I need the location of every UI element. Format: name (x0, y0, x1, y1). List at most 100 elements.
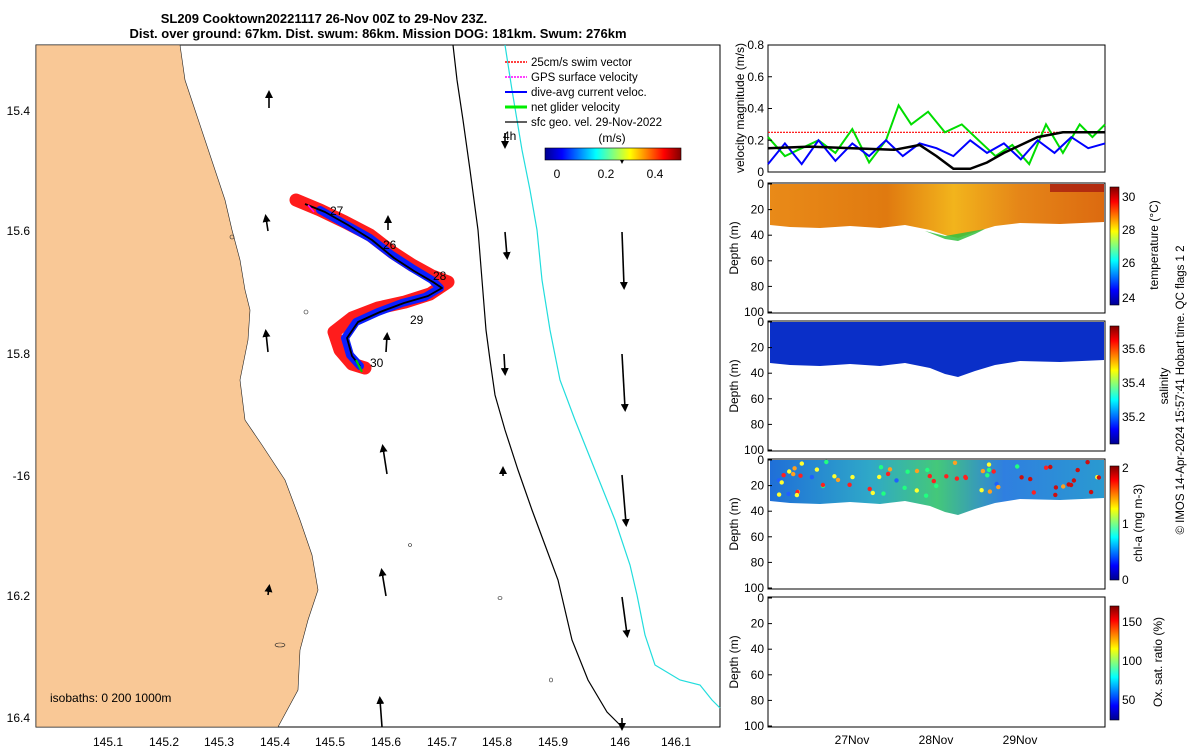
chla-sample (1031, 490, 1037, 495)
lon-tick-labels: 145.1 145.2 145.3 145.4 145.5 145.6 145.… (93, 735, 691, 749)
chla-sample (985, 473, 990, 478)
salinity-colorbar (1109, 325, 1120, 445)
legend-label: net glider velocity (531, 102, 620, 114)
depth-tick-label: 20 (751, 617, 765, 631)
temperature-panel: 30 28 26 24 temperature (°C) Depth (m) 0… (727, 177, 1161, 319)
lat-tick: 15.8 (7, 347, 31, 361)
cbar-tick: 28 (1122, 223, 1136, 237)
oxygen-colorbar (1109, 605, 1120, 721)
chla-sample (1075, 467, 1080, 473)
chla-sample (934, 483, 939, 489)
depth-tick-label: 40 (751, 366, 765, 380)
lon-tick: 145.1 (93, 735, 123, 749)
net-velocity-vector (355, 359, 363, 373)
day-label: 28 (433, 269, 447, 283)
time-label: 4h (503, 129, 516, 143)
geo-vector (620, 353, 629, 412)
coastline-land (35, 44, 319, 728)
cbar-tick: 50 (1122, 693, 1136, 707)
y-tick-label: 0.4 (747, 102, 764, 116)
lon-tick: 145.5 (315, 735, 345, 749)
isobath-200m (452, 44, 623, 728)
side-note: © IMOS 14-Apr-2024 15:57:41 Hobart time.… (1175, 245, 1187, 534)
chla-sample (786, 491, 791, 497)
depth-ylabel: Depth (m) (727, 497, 741, 550)
lon-tick: 145.3 (204, 735, 234, 749)
chla-sample (894, 478, 899, 483)
chla-sample (779, 480, 784, 485)
depth-tick-label: 60 (751, 668, 765, 682)
geo-vector (379, 444, 388, 475)
depth-tick-label: 100 (744, 719, 764, 733)
legend-item-net: net glider velocity (505, 102, 620, 114)
depth-tick-label: 0 (757, 453, 764, 467)
oxygen-panel: 150 100 50 Ox. sat. ratio (%) Depth (m) … (727, 591, 1165, 747)
chla-sample (1043, 465, 1049, 470)
depth-ylabel: Depth (m) (727, 635, 741, 688)
geo-vector (621, 474, 630, 527)
depth-tick-label: 20 (751, 341, 765, 355)
geo-vector (502, 231, 511, 260)
gps-velocity-vector (307, 204, 315, 213)
chla-sample (923, 493, 929, 498)
isobaths-label: isobaths: 0 200 1000m (50, 691, 171, 705)
velocity-series-group (767, 103, 1106, 171)
legend-label: 25cm/s swim vector (531, 57, 632, 69)
lat-tick: 15.6 (7, 224, 31, 238)
chla-sample (944, 474, 949, 479)
chla-sample (905, 469, 910, 474)
day-label: 29 (410, 313, 424, 327)
chla-sample (927, 473, 932, 479)
chla-sample (1088, 489, 1094, 495)
velocity-y-ticks: 0 0.2 0.4 0.6 0.8 (747, 38, 772, 179)
cbar-tick: 35.2 (1122, 410, 1146, 424)
geo-vector (382, 332, 391, 353)
chla-sample (877, 474, 882, 480)
lon-tick: 145.8 (482, 735, 512, 749)
y-tick-label: 0.8 (747, 38, 764, 52)
salinity-panel: 35.6 35.4 35.2 salinity Depth (m) 0 20 40 6… (727, 315, 1171, 457)
chla-sample (952, 460, 958, 465)
y-tick-label: 0.2 (747, 133, 764, 147)
cbar-tick: 0 (1122, 573, 1129, 587)
legend-label: dive-avg current veloc. (531, 87, 647, 99)
legend-item-current: dive-avg current veloc. (505, 87, 647, 99)
oxygen-y-ticks: 0 20 40 60 80 100 (744, 591, 772, 733)
depth-tick-label: 40 (751, 642, 765, 656)
chla-sample (794, 492, 800, 498)
oxygen-cbar-label: Ox. sat. ratio (%) (1151, 617, 1165, 707)
chla-cbar-label: chl-a (mg m-3) (1131, 484, 1145, 562)
cbar-tick: 1 (1122, 517, 1129, 531)
temperature-y-ticks: 0 20 40 60 80 100 (744, 177, 772, 319)
chla-sample (885, 471, 891, 477)
depth-tick-label: 0 (757, 177, 764, 191)
isobath-1000m (504, 44, 721, 709)
geostrophic-vectors (262, 90, 631, 731)
chla-sample (814, 467, 820, 472)
map-panel: 27 26 28 29 30 isobaths: 0 200 1000m 25c… (7, 44, 721, 749)
cbar-tick: 26 (1122, 256, 1136, 270)
lon-tick: 145.2 (149, 735, 179, 749)
chla-sample (881, 491, 886, 496)
legend-item-gps: GPS surface velocity (505, 72, 638, 84)
glider-track (289, 193, 455, 375)
depth-tick-label: 80 (751, 417, 765, 431)
colorbar-tick: 0.4 (647, 167, 664, 181)
lat-tick: -16 (13, 469, 31, 483)
colorbar-tick: 0.2 (598, 167, 615, 181)
legend-item-geo: sfc geo. vel. 29-Nov-2022 (505, 117, 662, 129)
depth-tick-label: 20 (751, 479, 765, 493)
lon-tick: 145.6 (371, 735, 401, 749)
depth-ylabel: Depth (m) (727, 359, 741, 412)
geo-vector (619, 231, 628, 290)
chla-y-ticks: 0 20 40 60 80 100 (744, 453, 772, 595)
temperature-colorbar (1109, 186, 1120, 306)
chla-colorbar (1109, 465, 1120, 581)
legend-label: sfc geo. vel. 29-Nov-2022 (531, 117, 662, 129)
salinity-cbar-label: salinity (1157, 368, 1171, 405)
cbar-tick: 150 (1122, 615, 1142, 629)
cbar-tick: 35.6 (1122, 342, 1146, 356)
geo-vector (621, 596, 631, 638)
chla-sample (991, 469, 996, 474)
cbar-tick: 30 (1122, 190, 1136, 204)
